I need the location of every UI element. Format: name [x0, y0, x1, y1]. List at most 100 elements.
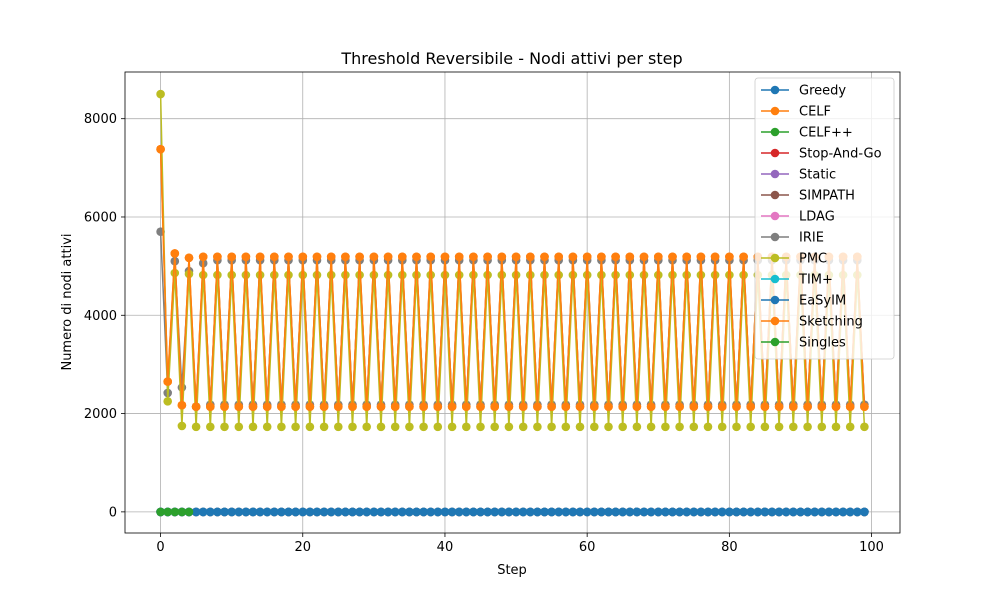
data-point-sketching — [262, 402, 272, 412]
data-point-pmc — [639, 270, 649, 280]
data-point-sketching — [191, 402, 201, 412]
data-point-sketching — [305, 402, 315, 412]
data-point-pmc — [198, 270, 208, 280]
data-point-pmc — [355, 270, 364, 280]
data-point-pmc — [312, 270, 322, 280]
data-point-pmc — [547, 422, 556, 432]
data-point-easyim — [284, 507, 293, 517]
data-point-sketching — [298, 252, 308, 262]
data-point-pmc — [710, 270, 720, 280]
data-point-pmc — [277, 422, 286, 432]
data-point-pmc — [284, 270, 293, 280]
data-point-pmc — [760, 422, 770, 432]
data-point-pmc — [490, 422, 500, 432]
data-point-sketching — [412, 252, 421, 262]
data-point-easyim — [469, 507, 478, 517]
data-point-sketching — [355, 252, 364, 262]
data-point-pmc — [575, 422, 585, 432]
plot-frame — [124, 71, 901, 534]
data-point-easyim — [767, 507, 777, 517]
data-point-pmc — [241, 270, 251, 280]
data-point-easyim — [291, 507, 300, 517]
legend-swatch-marker — [770, 295, 780, 305]
data-point-singles — [163, 507, 172, 517]
data-point-pmc — [262, 422, 272, 432]
data-point-easyim — [462, 507, 471, 517]
data-point-pmc — [291, 422, 300, 432]
legend-swatch-marker — [770, 85, 780, 95]
data-point-easyim — [319, 507, 329, 517]
data-point-easyim — [803, 507, 812, 517]
data-point-easyim — [326, 507, 336, 517]
data-point-easyim — [860, 507, 869, 517]
data-point-pmc — [305, 422, 315, 432]
x-tick-label: 40 — [437, 540, 454, 555]
data-point-easyim — [853, 507, 862, 517]
data-point-singles — [170, 507, 180, 517]
data-point-easyim — [618, 507, 627, 517]
legend-item: EaSyIM — [761, 294, 846, 309]
data-point-sketching — [184, 253, 194, 263]
data-point-easyim — [646, 507, 656, 517]
data-point-pmc — [668, 270, 677, 280]
data-point-easyim — [611, 507, 620, 517]
data-point-sketching — [284, 252, 293, 262]
data-point-easyim — [590, 507, 599, 517]
data-point-pmc — [419, 422, 428, 432]
x-tick-label: 20 — [294, 540, 311, 555]
legend-label: Singles — [799, 336, 846, 351]
data-point-pmc — [533, 422, 542, 432]
y-tick-label: 2000 — [84, 407, 117, 422]
data-point-easyim — [696, 507, 706, 517]
data-point-easyim — [262, 507, 272, 517]
data-point-sketching — [341, 252, 350, 262]
legend-label: PMC — [799, 252, 827, 267]
data-point-sketching — [703, 402, 713, 412]
data-point-pmc — [689, 422, 699, 432]
data-point-sketching — [597, 252, 606, 262]
data-point-pmc — [511, 270, 521, 280]
data-point-sketching — [454, 252, 464, 262]
data-point-sketching — [774, 402, 784, 412]
data-point-easyim — [376, 507, 386, 517]
data-point-easyim — [504, 507, 514, 517]
data-point-easyim — [490, 507, 500, 517]
data-point-sketching — [590, 402, 599, 412]
data-point-pmc — [611, 270, 620, 280]
data-point-sketching — [462, 402, 471, 412]
data-point-sketching — [739, 252, 748, 262]
data-point-singles — [177, 507, 187, 517]
data-point-easyim — [518, 507, 528, 517]
data-point-easyim — [781, 507, 791, 517]
data-point-pmc — [341, 270, 350, 280]
data-point-easyim — [405, 507, 414, 517]
y-tick-label: 6000 — [84, 210, 117, 225]
data-point-easyim — [703, 507, 713, 517]
data-point-singles — [184, 507, 194, 517]
data-point-easyim — [540, 507, 549, 517]
data-point-pmc — [440, 270, 450, 280]
data-point-easyim — [796, 507, 805, 517]
data-point-sketching — [696, 252, 706, 262]
data-point-easyim — [440, 507, 450, 517]
data-point-sketching — [170, 249, 180, 258]
x-tick-label: 0 — [156, 540, 164, 555]
data-point-easyim — [838, 507, 848, 517]
data-point-easyim — [753, 507, 763, 517]
data-point-pmc — [590, 422, 599, 432]
data-point-pmc — [732, 422, 741, 432]
data-point-easyim — [575, 507, 585, 517]
series-line-pmc — [159, 94, 866, 428]
data-point-easyim — [341, 507, 350, 517]
data-point-sketching — [611, 252, 620, 262]
data-point-sketching — [227, 252, 236, 262]
data-point-easyim — [725, 507, 734, 517]
series-layer — [156, 89, 869, 517]
data-point-easyim — [689, 507, 699, 517]
data-point-easyim — [248, 507, 258, 517]
data-point-pmc — [625, 270, 635, 280]
legend-label: LDAG — [799, 210, 835, 225]
data-point-easyim — [717, 507, 727, 517]
data-point-sketching — [277, 402, 286, 412]
data-point-sketching — [270, 252, 279, 262]
